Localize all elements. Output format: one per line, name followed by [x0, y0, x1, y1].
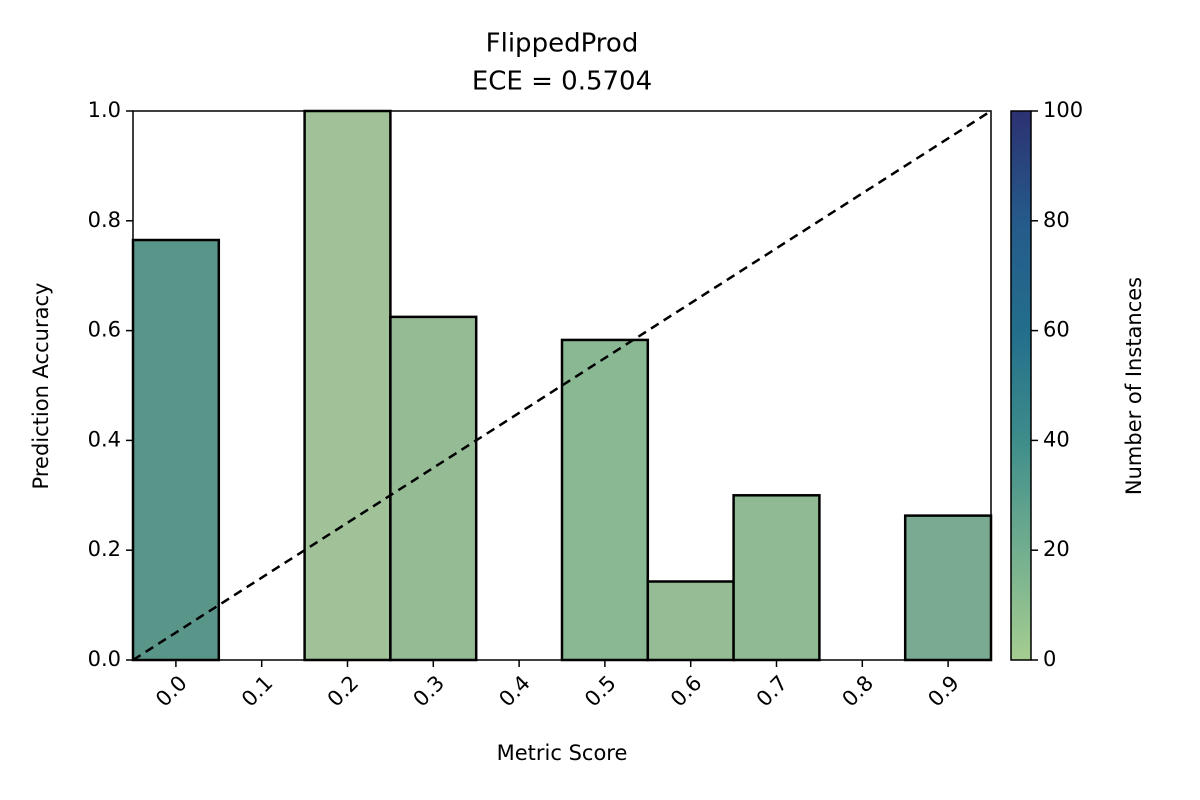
bar: [732, 494, 821, 662]
x-tick-label: 0.8: [837, 671, 878, 712]
x-tick-label: 0.6: [666, 671, 707, 712]
diagonal-reference: [132, 109, 992, 662]
bar: [303, 109, 392, 662]
y-tick-label: 0.0: [88, 647, 121, 671]
bar: [903, 514, 993, 662]
colorbar-tick-label: 60: [1043, 318, 1070, 342]
bar: [131, 238, 221, 662]
x-tick-label: 0.0: [151, 671, 192, 712]
bar: [560, 338, 650, 662]
x-tick-label: 0.4: [494, 671, 535, 712]
colorbar-label: Number of Instances: [1122, 277, 1146, 495]
x-tick-label: 0.1: [237, 671, 278, 712]
colorbar-tick-label: 0: [1043, 647, 1056, 671]
colorbar-tick-label: 40: [1043, 427, 1070, 451]
colorbar-tick-label: 20: [1043, 537, 1070, 561]
x-tick-label: 0.3: [408, 671, 449, 712]
chart-subtitle: ECE = 0.5704: [472, 67, 652, 97]
y-tick-label: 0.4: [88, 427, 121, 451]
bar: [646, 580, 735, 662]
y-tick-label: 0.2: [88, 537, 121, 561]
colorbar-tick-label: 100: [1043, 98, 1083, 122]
x-tick-label: 0.7: [752, 671, 793, 712]
plot-frame: [132, 110, 992, 661]
chart-title: FlippedProd: [486, 29, 639, 59]
y-axis-label: Prediction Accuracy: [29, 283, 53, 490]
x-tick-label: 0.9: [923, 671, 964, 712]
x-tick-label: 0.2: [323, 671, 364, 712]
y-tick-label: 1.0: [88, 98, 121, 122]
x-axis-label: Metric Score: [497, 741, 628, 765]
colorbar: [1010, 110, 1032, 661]
bar: [389, 315, 478, 662]
y-tick-label: 0.6: [88, 318, 121, 342]
y-tick-label: 0.8: [88, 208, 121, 232]
colorbar-tick-label: 80: [1043, 208, 1070, 232]
x-tick-label: 0.5: [580, 671, 621, 712]
